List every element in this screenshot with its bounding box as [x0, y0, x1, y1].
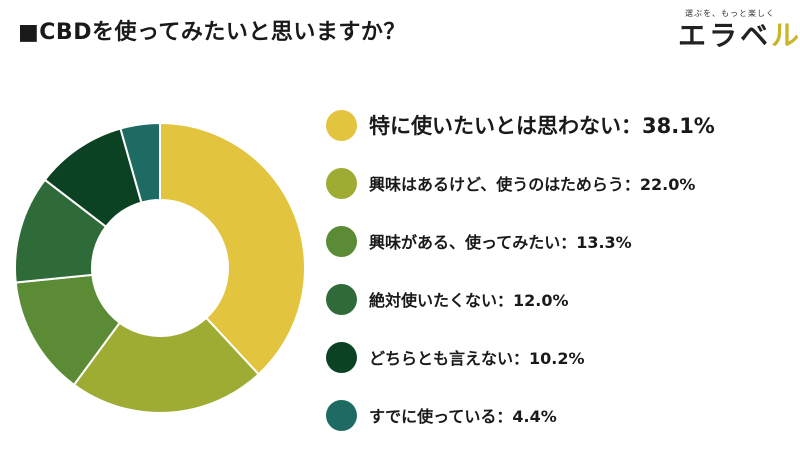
- chart-title: ■CBDを使ってみたいと思いますか？: [18, 20, 406, 45]
- logo-wordmark: エラベル: [678, 19, 799, 52]
- legend-label: どちらとも言えない：10.2%: [369, 349, 585, 368]
- legend-item: 絶対使いたくない：12.0%: [326, 270, 786, 328]
- legend-label: 絶対使いたくない：12.0%: [369, 291, 569, 310]
- donut-slice-2: [72, 316, 261, 414]
- logo-wordmark-main: エラベ: [678, 19, 772, 52]
- legend-item: どちらとも言えない：10.2%: [326, 328, 786, 386]
- legend-item: すでに使っている：4.4%: [326, 386, 786, 444]
- legend-label: 興味はあるけど、使うのはためらう：22.0%: [369, 175, 696, 194]
- legend-swatch: [326, 341, 357, 373]
- legend-label: すでに使っている：4.4%: [369, 407, 557, 426]
- legend-label: 特に使いたいとは思わない：38.1%: [369, 114, 715, 138]
- legend-label: 興味がある、使ってみたい：13.3%: [369, 233, 632, 252]
- legend-item: 特に使いたいとは思わない：38.1%: [326, 96, 786, 154]
- legend-swatch: [326, 283, 357, 315]
- legend-swatch: [326, 399, 357, 431]
- legend-swatch: [326, 109, 357, 141]
- brand-logo[interactable]: 選ぶを、もっと楽しく エラベル: [678, 8, 799, 52]
- donut-chart: [14, 121, 306, 414]
- legend-item: 興味がある、使ってみたい：13.3%: [326, 212, 786, 270]
- legend-swatch: [326, 167, 357, 199]
- logo-tagline: 選ぶを、もっと楽しく: [685, 9, 775, 18]
- chart-legend: 特に使いたいとは思わない：38.1% 興味はあるけど、使うのはためらう：22.0%…: [326, 96, 786, 444]
- donut-slice-1: [159, 121, 306, 376]
- donut-slice-6: [119, 121, 161, 204]
- legend-item: 興味はあるけど、使うのはためらう：22.0%: [326, 154, 786, 212]
- legend-swatch: [326, 225, 357, 257]
- logo-wordmark-accent: ル: [771, 19, 800, 52]
